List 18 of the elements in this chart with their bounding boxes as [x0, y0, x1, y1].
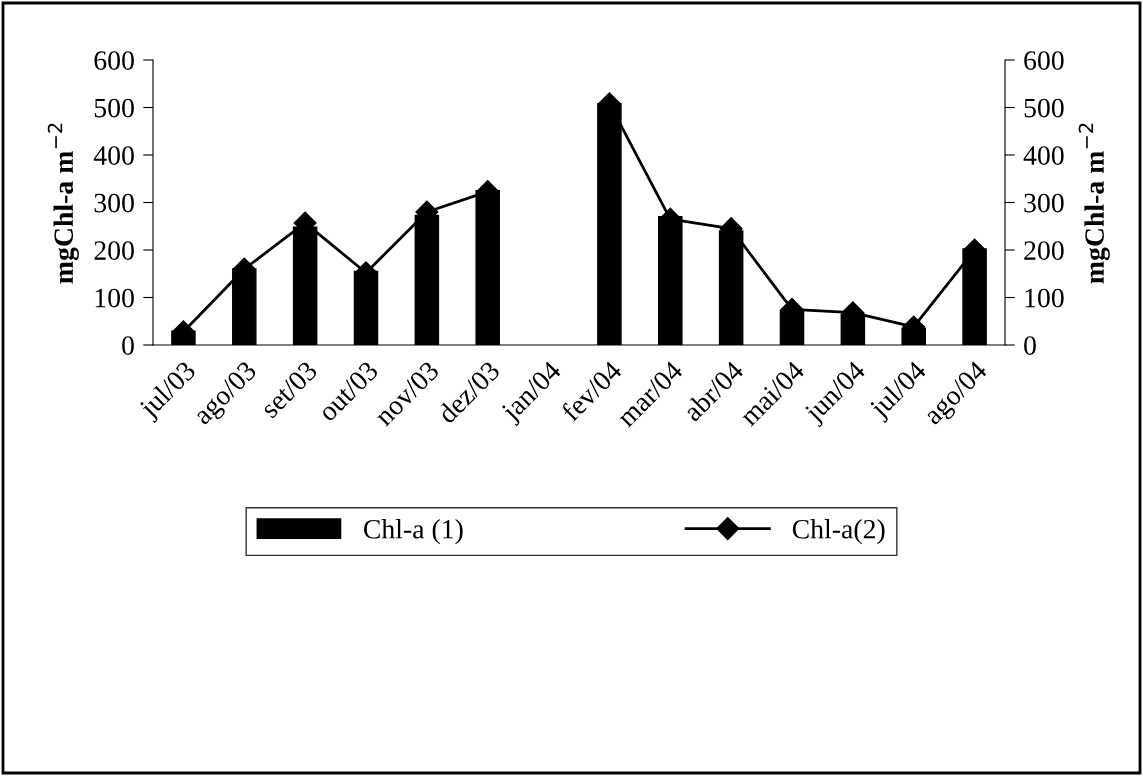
y2-tick-label: 100 [1025, 288, 1064, 308]
y-tick-label: 0 [122, 336, 134, 355]
y-tick-label: 500 [94, 98, 134, 118]
y2-axis-title: mgChl-a m$^{−2}$ [1078, 123, 1110, 284]
legend-label: Chl-a(2) [792, 519, 885, 545]
y-tick-label: 200 [94, 241, 134, 260]
y2-tick-label: 200 [1024, 241, 1064, 260]
legend-label: Chl-a (1) [363, 519, 463, 545]
y-tick-label: 100 [95, 288, 134, 308]
y-axis-title: mgChl-a m$^{−2}$ [47, 123, 79, 284]
y2-tick-label: 500 [1024, 98, 1064, 118]
y-tick-label: 600 [94, 51, 134, 70]
y-tick-label: 300 [94, 193, 134, 213]
y2-tick-label: 600 [1024, 51, 1064, 70]
y2-tick-label: 0 [1024, 336, 1036, 355]
y2-tick-label: 400 [1023, 146, 1064, 165]
y-tick-label: 400 [93, 146, 134, 165]
y2-tick-label: 300 [1024, 193, 1064, 213]
